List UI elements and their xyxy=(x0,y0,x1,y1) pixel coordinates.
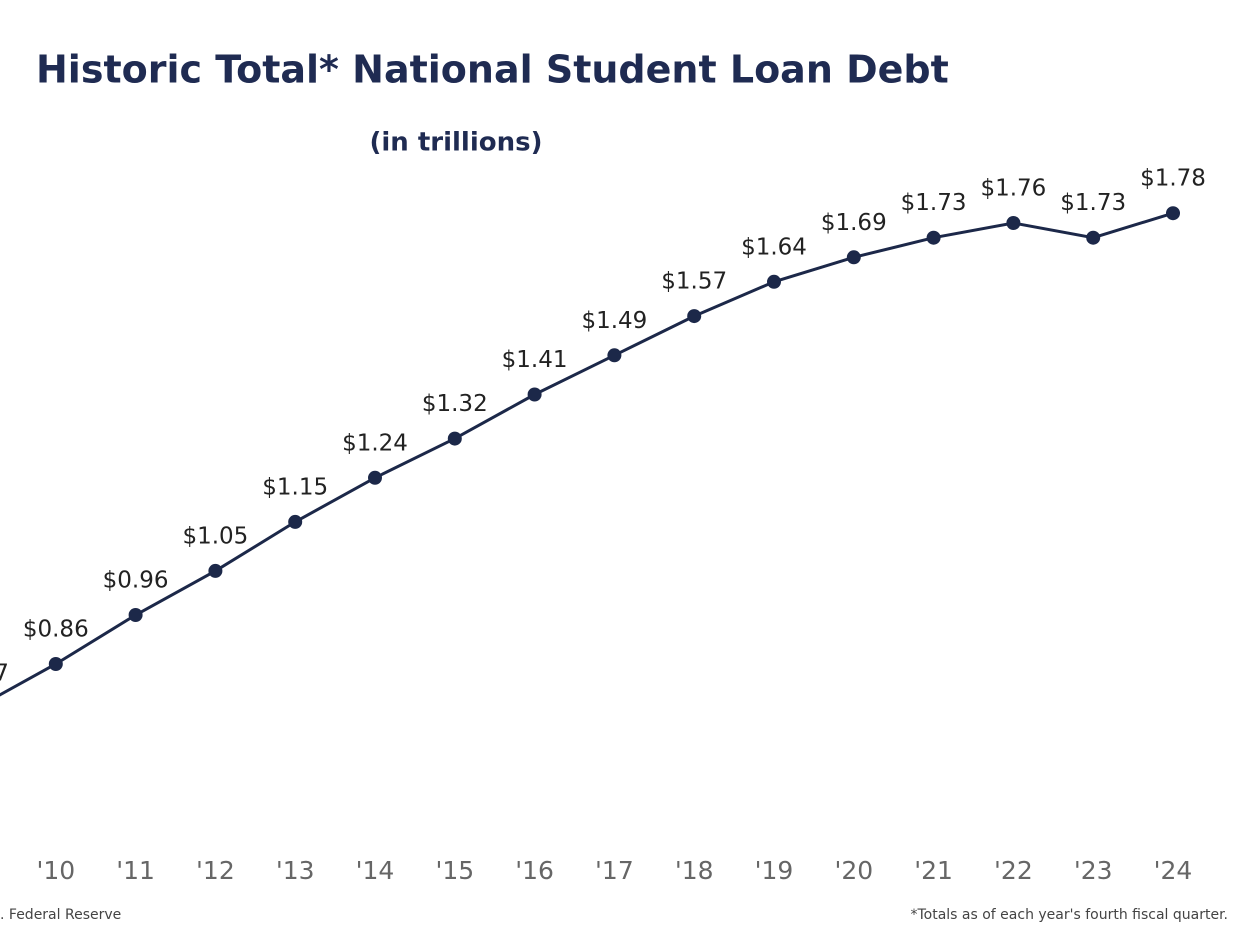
point xyxy=(767,274,781,289)
point xyxy=(1086,230,1101,245)
x-tick-label: '17 xyxy=(595,856,634,885)
point xyxy=(1006,216,1021,230)
x-tick-label: '16 xyxy=(515,856,554,885)
value-label: $1.78 xyxy=(1140,166,1206,192)
point xyxy=(368,470,382,485)
value-label: $1.49 xyxy=(581,308,647,334)
point xyxy=(128,608,143,622)
value-label: $1.41 xyxy=(502,347,568,373)
x-tick-label: '11 xyxy=(116,856,155,885)
chart-title: Historic Total* National Student Loan De… xyxy=(36,48,949,92)
value-label: $1.24 xyxy=(342,430,408,456)
value-label: $1.05 xyxy=(182,523,248,549)
value-label: $1.57 xyxy=(661,269,727,295)
value-label: $1.73 xyxy=(901,190,967,216)
x-tick-label: '23 xyxy=(1074,856,1113,885)
x-tick-label: '13 xyxy=(276,856,315,885)
point xyxy=(48,657,63,671)
value-label: $1.69 xyxy=(821,210,887,236)
x-tick-label: '12 xyxy=(196,856,235,885)
value-label: $1.76 xyxy=(980,176,1046,202)
point xyxy=(288,514,303,529)
x-tick-label: '18 xyxy=(675,856,714,885)
value-label: $1.15 xyxy=(262,474,328,500)
x-tick-label: '21 xyxy=(914,856,953,885)
point xyxy=(208,563,223,578)
value-label: $1.32 xyxy=(422,391,488,417)
x-tick-label: '15 xyxy=(435,856,474,885)
point xyxy=(687,309,702,324)
source: . Federal Reserve xyxy=(0,907,121,923)
point xyxy=(527,387,542,402)
value-label: $1.73 xyxy=(1060,190,1126,216)
x-tick-label: '20 xyxy=(834,856,873,885)
x-tick-label: '10 xyxy=(36,856,75,885)
point xyxy=(1166,206,1180,221)
footnote: *Totals as of each year's fourth fiscal … xyxy=(910,907,1228,923)
point xyxy=(846,250,861,265)
value-label: $0.96 xyxy=(103,568,169,594)
point xyxy=(926,230,941,245)
x-tick-label: '19 xyxy=(755,856,794,885)
point xyxy=(447,431,462,446)
x-tick-label: '24 xyxy=(1154,856,1193,885)
value-label: $1.64 xyxy=(741,234,807,260)
value-label: $0.77 xyxy=(0,661,9,687)
point xyxy=(607,348,622,363)
x-tick-label: '14 xyxy=(356,856,395,885)
line xyxy=(0,211,1174,697)
x-tick-label: '22 xyxy=(994,856,1033,885)
chart-subtitle: (in trillions) xyxy=(370,128,543,158)
value-label: $0.86 xyxy=(23,617,89,643)
